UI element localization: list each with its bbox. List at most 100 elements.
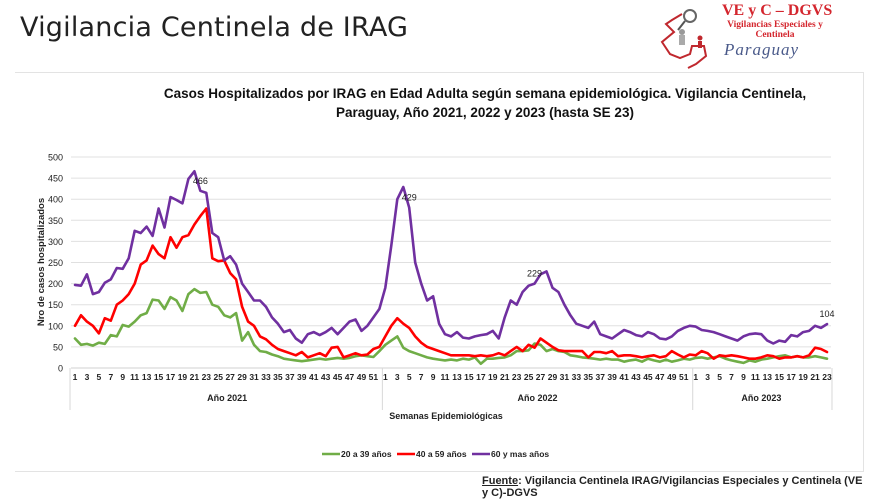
legend-label: 60 y mas años [491,449,549,459]
x-axis: 1 3 5 7 9 11 13 15 17 19 21 23 25 27 29 31 33 35 37 39 41 43 4… [69,367,833,410]
x-tick-label: 17 [166,372,176,382]
x-tick-label: 47 [655,372,665,382]
x-tick-label: 27 [225,372,235,382]
slide-title: Vigilancia Centinela de IRAG [20,12,409,43]
x-tick-label: 1 [693,372,698,382]
x-tick-label: 11 [130,372,139,382]
logo: VE y C – DGVS Vigilancias Especiales y C… [652,2,867,72]
x-group-label: Año 2021 [207,393,247,403]
y-tick-label: 300 [48,237,63,247]
x-tick-label: 45 [333,372,343,382]
x-tick-label: 25 [524,372,534,382]
x-tick-label: 13 [452,372,462,382]
x-tick-label: 41 [309,372,319,382]
y-tick-label: 150 [48,300,63,310]
x-tick-label: 31 [249,372,259,382]
legend-label: 20 a 39 años [341,449,392,459]
x-tick-label: 3 [705,372,710,382]
y-tick-label: 0 [58,364,63,374]
x-tick-label: 37 [595,372,605,382]
chart-title-line1: Casos Hospitalizados por IRAG en Edad Ad… [163,86,807,101]
x-tick-label: 37 [285,372,295,382]
source-note: Fuente: Vigilancia Centinela IRAG/Vigila… [482,475,870,499]
x-tick-label: 45 [643,372,653,382]
y-tick-labels: 0 50 100 150 200 250 300 350 400 450 500 [48,153,63,374]
y-tick-label: 200 [48,279,63,289]
x-tick-label: 23 [822,372,832,382]
series-line-60-y-mas-años [73,170,829,345]
x-tick-label: 17 [476,372,486,382]
x-tick-label: 11 [751,372,760,382]
x-tick-label: 39 [607,372,617,382]
y-tick-label: 100 [48,321,63,331]
data-label: 104 [819,309,834,319]
y-tick-label: 400 [48,195,63,205]
chart-title-line2: Paraguay, Año 2021, 2022 y 2023 (hasta S… [336,105,634,120]
x-tick-label: 25 [214,372,224,382]
x-tick-label: 19 [488,372,498,382]
legend-label: 40 a 59 años [416,449,467,459]
logo-line1: VE y C – DGVS [722,2,833,19]
x-tick-label: 13 [763,372,773,382]
x-tick-label: 49 [357,372,367,382]
paraguay-map-icon [660,9,708,69]
source-label: Fuente [482,475,519,487]
y-tick-label: 500 [48,153,63,163]
x-tick-label: 3 [395,372,400,382]
x-tick-label: 51 [369,372,379,382]
x-tick-label: 49 [667,372,677,382]
legend-item: 40 a 59 años [397,449,467,459]
logo-line2: Vigilancias Especiales y Centinela [727,20,823,40]
data-label: 466 [193,176,208,186]
x-tick-label: 9 [741,372,746,382]
x-tick-label: 15 [464,372,474,382]
x-tick-label: 5 [97,372,102,382]
line-chart: 0 50 100 150 200 250 300 350 400 450 500 Nro de ca… [36,153,835,460]
x-tick-label: 43 [321,372,331,382]
x-tick-label: 19 [178,372,188,382]
y-tick-label: 350 [48,216,63,226]
source-text: : Vigilancia Centinela IRAG/Vigilancias … [482,475,863,499]
x-tick-label: 7 [729,372,734,382]
series-lines [73,170,829,366]
x-tick-label: 33 [261,372,271,382]
legend: 20 a 39 años 40 a 59 años 60 y mas años [322,449,549,459]
x-tick-label: 19 [798,372,808,382]
x-tick-label: 3 [85,372,90,382]
x-tick-label: 1 [383,372,388,382]
x-tick-label: 27 [536,372,546,382]
series-line-20-a-39-años [73,287,829,366]
x-tick-label: 9 [120,372,125,382]
x-tick-label: 9 [431,372,436,382]
x-tick-label: 23 [512,372,522,382]
x-tick-label: 51 [679,372,689,382]
x-tick-label: 7 [419,372,424,382]
legend-item: 60 y mas años [472,449,549,459]
x-tick-label: 21 [190,372,200,382]
data-label: 229 [527,269,542,279]
x-tick-label: 31 [560,372,570,382]
y-tick-label: 450 [48,174,63,184]
x-tick-label: 15 [775,372,785,382]
x-tick-label: 43 [631,372,641,382]
x-tick-label: 17 [786,372,796,382]
x-tick-label: 29 [548,372,558,382]
gridlines [71,156,831,348]
x-tick-label: 29 [237,372,247,382]
data-labels: 466 429 229 104 [193,176,835,319]
x-tick-label: 33 [572,372,582,382]
x-tick-label: 39 [297,372,307,382]
x-tick-label: 1 [73,372,78,382]
chart-title: Casos Hospitalizados por IRAG en Edad Ad… [150,84,820,122]
x-tick-label: 15 [154,372,164,382]
y-axis-label: Nro de casos hospitalizados [36,198,47,326]
logo-line3: Paraguay [724,40,800,59]
x-tick-label: 5 [717,372,722,382]
magnifier-icon [683,9,697,23]
x-group-label: Año 2023 [741,393,781,403]
x-tick-label: 35 [273,372,283,382]
x-tick-label: 13 [142,372,152,382]
x-tick-label: 11 [441,372,450,382]
chart-frame [15,72,864,472]
x-tick-label: 21 [500,372,510,382]
